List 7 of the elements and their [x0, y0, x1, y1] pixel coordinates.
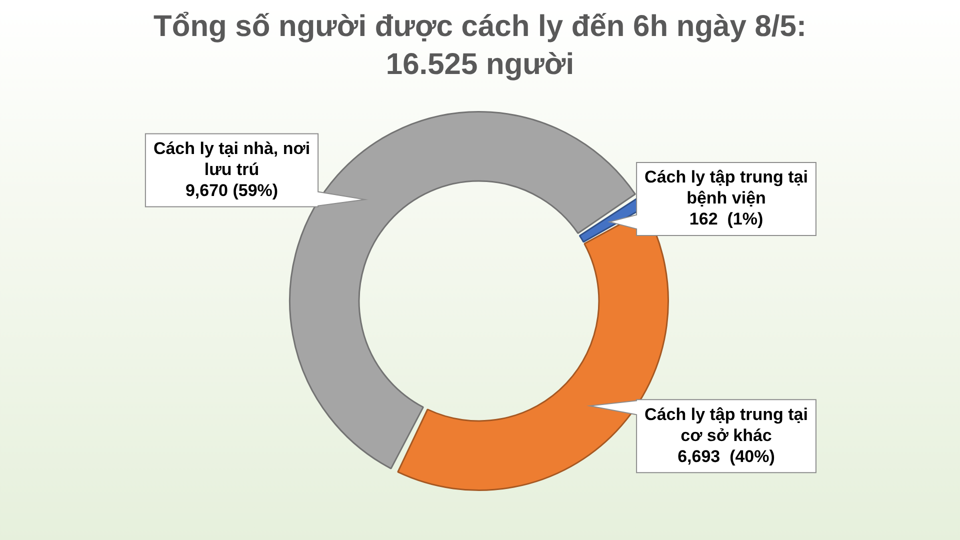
data-label: 162 (1%) [689, 210, 764, 229]
slice-label: Cách ly tại nhà, nơi lưu trú [153, 138, 310, 179]
chart-title: Tổng số người được cách ly đến 6h ngày 8/5: 16.525 người [152, 9, 808, 83]
data-label: 6,693 (40%) [678, 446, 775, 466]
slice-label: Cách ly tập trung tại cơ sở khác [644, 404, 808, 445]
slice-label: Cách ly tập trung tại bệnh viện [644, 168, 808, 208]
data-label: 9,670 (59%) [185, 180, 278, 200]
